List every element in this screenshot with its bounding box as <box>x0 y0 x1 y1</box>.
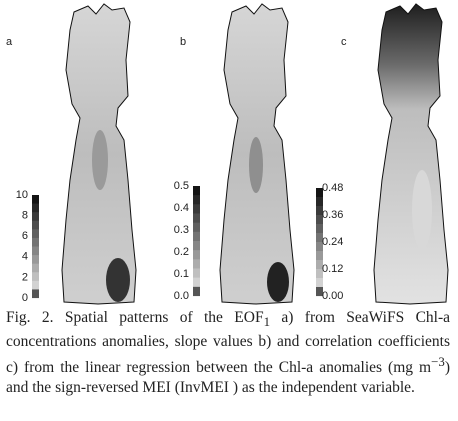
colorbar-step <box>193 277 200 288</box>
colorbar-step <box>316 251 323 261</box>
colorbar-step <box>32 212 39 222</box>
colorbar-step <box>32 237 39 247</box>
map-a <box>61 3 137 305</box>
colorbar-step <box>316 206 323 216</box>
colorbar-step <box>193 213 200 224</box>
colorbar-tick-label: 0.00 <box>322 290 343 302</box>
colorbar-step <box>32 280 39 290</box>
colorbar-step <box>32 229 39 239</box>
colorbar-tick-label: 6 <box>22 230 28 242</box>
colorbar-tick-label: 0.3 <box>174 224 189 236</box>
colorbar-step <box>316 233 323 243</box>
colorbar-tick-label: 2 <box>22 271 28 283</box>
panel-label: a <box>6 36 13 48</box>
colorbar-tick-label: 0 <box>22 292 28 304</box>
colorbar-step <box>32 220 39 230</box>
colorbar-tick-label: 4 <box>22 251 28 263</box>
colorbar-step <box>316 269 323 279</box>
colorbar-step <box>193 268 200 279</box>
colorbar-tick-label: 10 <box>16 189 28 201</box>
colorbar-step <box>316 287 323 296</box>
map-b <box>219 3 295 305</box>
figure-caption: Fig. 2. Spatial patterns of the EOF1 a) … <box>6 308 450 398</box>
caption-text: ) and the sign-reversed MEI (InvMEI ) as… <box>6 359 450 397</box>
colorbar-tick-label: 0.5 <box>174 180 189 192</box>
colorbar-tick-label: 0.1 <box>174 268 189 280</box>
colorbar-step <box>32 289 39 298</box>
colorbar-step <box>32 246 39 256</box>
colorbar-step <box>316 260 323 270</box>
figure-maps: a 0 2 4 6 8 10 b 0.0 0.1 0.2 0.3 0.4 0.5 c 0.00 0.12 0.24… <box>6 3 449 305</box>
panel-label: b <box>180 36 186 48</box>
colorbar-step <box>316 224 323 234</box>
colorbar-step <box>193 204 200 214</box>
panel-label: c <box>341 36 347 48</box>
colorbar-tick-label: 0.2 <box>174 246 189 258</box>
colorbar-step <box>193 286 200 296</box>
colorbar-step <box>316 215 323 225</box>
colorbar-tick-label: 0.24 <box>322 236 343 248</box>
colorbar-step <box>316 197 323 207</box>
colorbar-step <box>32 255 39 265</box>
colorbar-step <box>193 186 200 196</box>
colorbar-step <box>316 242 323 252</box>
colorbar-step <box>193 250 200 260</box>
colorbar-step <box>32 272 39 282</box>
colorbar-step <box>316 278 323 288</box>
colorbar-step <box>193 259 200 269</box>
colorbar-tick-label: 0.12 <box>322 263 343 275</box>
caption-subscript: 1 <box>263 314 271 330</box>
colorbar-step <box>32 263 39 273</box>
colorbar-tick-label: 0.48 <box>322 182 343 194</box>
colorbar-step <box>193 195 200 205</box>
colorbar-tick-label: 0.36 <box>322 209 343 221</box>
colorbar-step <box>193 241 200 251</box>
map-c <box>373 3 449 305</box>
colorbar-step <box>32 203 39 213</box>
colorbar-step <box>193 222 200 233</box>
colorbar-tick-label: 8 <box>22 210 28 222</box>
caption-superscript: −3 <box>431 354 445 370</box>
colorbar-step <box>193 231 200 242</box>
colorbar-step <box>32 195 39 205</box>
colorbar-step <box>316 188 323 198</box>
colorbar-tick-label: 0.4 <box>174 202 189 214</box>
colorbar-tick-label: 0.0 <box>174 290 189 302</box>
caption-text: Fig. 2. Spatial patterns of the EOF <box>6 309 264 326</box>
caption-text: a) from SeaWiFS Chl-a concentrations ano… <box>6 309 451 377</box>
